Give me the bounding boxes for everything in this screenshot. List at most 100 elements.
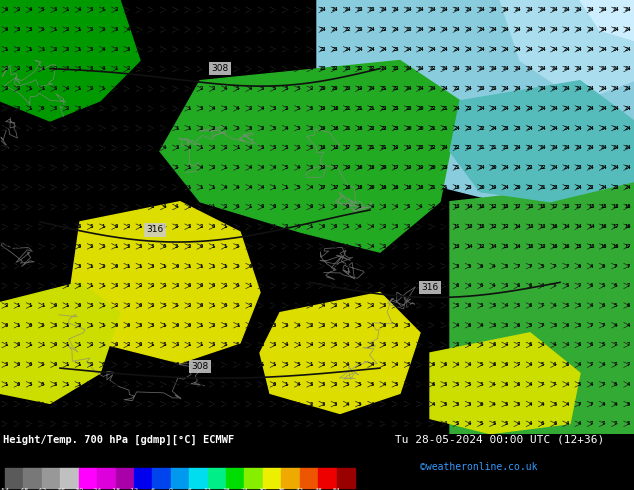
Text: 3: 3 (114, 27, 117, 32)
Text: 1: 1 (41, 86, 44, 91)
Text: 1: 1 (212, 264, 215, 269)
Text: 1: 1 (102, 402, 105, 407)
Text: 3: 3 (505, 283, 508, 288)
Text: 24: 24 (430, 47, 436, 52)
Text: 3: 3 (139, 323, 142, 328)
Text: 3: 3 (297, 362, 301, 367)
Text: 1: 1 (4, 224, 8, 229)
Text: 2: 2 (249, 362, 252, 367)
Text: 5: 5 (309, 146, 313, 150)
Text: 0: 0 (309, 204, 313, 209)
Text: 3: 3 (77, 125, 81, 131)
Text: 20: 20 (405, 125, 411, 131)
Text: 2: 2 (249, 106, 252, 111)
Text: 24: 24 (332, 7, 339, 12)
Text: 1: 1 (224, 165, 227, 170)
Bar (226, 468, 245, 488)
Text: 2: 2 (163, 7, 166, 12)
Text: 36: 36 (278, 489, 285, 490)
Text: 6: 6 (456, 283, 459, 288)
Text: 3: 3 (53, 323, 56, 328)
Text: 20: 20 (417, 106, 424, 111)
Text: 1: 1 (236, 146, 240, 150)
Text: 1: 1 (212, 244, 215, 249)
Text: 24: 24 (576, 7, 583, 12)
Text: 0: 0 (309, 264, 313, 269)
Text: 2: 2 (321, 323, 325, 328)
Text: 0: 0 (65, 264, 68, 269)
Text: 22: 22 (344, 27, 351, 32)
Text: 24: 24 (527, 7, 534, 12)
Text: 24: 24 (454, 7, 460, 12)
Text: 6: 6 (431, 362, 434, 367)
Text: 1: 1 (65, 382, 68, 387)
Text: 16: 16 (600, 244, 607, 249)
Text: 6: 6 (602, 264, 605, 269)
Text: 4: 4 (212, 47, 215, 52)
Text: 7: 7 (517, 362, 520, 367)
Text: 2: 2 (285, 224, 288, 229)
Text: 0: 0 (77, 303, 81, 308)
Text: 3: 3 (285, 146, 288, 150)
Text: 22: 22 (381, 27, 387, 32)
Text: 4: 4 (224, 125, 227, 131)
Text: 2: 2 (175, 303, 178, 308)
Text: 20: 20 (430, 165, 436, 170)
Text: 1: 1 (139, 264, 142, 269)
Text: 1: 1 (224, 244, 227, 249)
Text: 1: 1 (175, 106, 178, 111)
Text: 23: 23 (393, 47, 399, 52)
Text: 24: 24 (478, 27, 485, 32)
Text: 5: 5 (333, 343, 337, 347)
Text: 7: 7 (590, 323, 593, 328)
Text: 1: 1 (126, 362, 129, 367)
Text: 18: 18 (332, 125, 339, 131)
Text: 5: 5 (333, 283, 337, 288)
Text: 4: 4 (212, 67, 215, 72)
Text: 4: 4 (297, 323, 301, 328)
Text: 5: 5 (407, 204, 410, 209)
Text: 4: 4 (126, 125, 129, 131)
Text: 4: 4 (126, 106, 129, 111)
Text: 0: 0 (321, 244, 325, 249)
Text: 1: 1 (163, 323, 166, 328)
Text: 24: 24 (552, 165, 558, 170)
Text: 4: 4 (346, 343, 349, 347)
Text: 5: 5 (285, 165, 288, 170)
Text: 18: 18 (320, 146, 327, 150)
Text: 21: 21 (381, 86, 387, 91)
Text: 2: 2 (114, 47, 117, 52)
Text: 1: 1 (273, 185, 276, 190)
Text: 3: 3 (188, 204, 191, 209)
Text: 14: 14 (442, 224, 448, 229)
Text: 0: 0 (29, 402, 32, 407)
Text: 4: 4 (578, 362, 581, 367)
Polygon shape (70, 202, 260, 363)
Text: 4: 4 (273, 27, 276, 32)
Text: 2: 2 (261, 125, 264, 131)
Text: 0: 0 (41, 204, 44, 209)
Text: 4: 4 (358, 343, 361, 347)
Text: 7: 7 (553, 382, 557, 387)
Text: 3: 3 (224, 106, 227, 111)
Text: 4: 4 (382, 264, 385, 269)
Text: 21: 21 (344, 106, 351, 111)
Text: -18: -18 (110, 489, 120, 490)
Text: 2: 2 (212, 86, 215, 91)
Text: 3: 3 (126, 283, 129, 288)
Text: 0: 0 (212, 224, 215, 229)
Text: 18: 18 (332, 106, 339, 111)
Text: 1: 1 (29, 224, 32, 229)
Text: 0: 0 (261, 224, 264, 229)
Text: 1: 1 (102, 7, 105, 12)
Text: 24: 24 (540, 67, 546, 72)
Text: 24: 24 (540, 146, 546, 150)
Text: 14: 14 (588, 224, 595, 229)
Text: 4: 4 (443, 264, 446, 269)
Text: 24: 24 (503, 27, 509, 32)
Text: 5: 5 (553, 402, 557, 407)
Text: 3: 3 (102, 382, 105, 387)
Text: 4: 4 (370, 224, 373, 229)
Text: 4: 4 (529, 382, 532, 387)
Text: 4: 4 (443, 283, 446, 288)
